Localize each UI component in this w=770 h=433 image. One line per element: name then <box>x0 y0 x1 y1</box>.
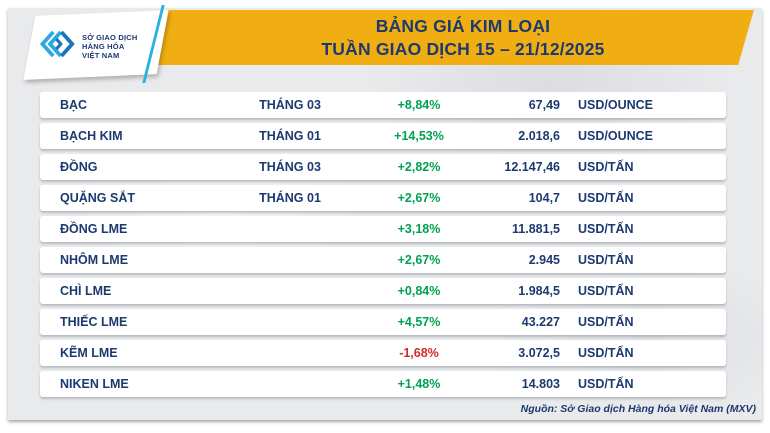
table-row: NIKEN LME +1,48% 14.803 USD/TẤN <box>40 371 726 397</box>
table-row: BẠC THÁNG 03 +8,84% 67,49 USD/OUNCE <box>40 92 726 118</box>
weekly-change: +2,67% <box>397 191 441 205</box>
weekly-change: +3,18% <box>397 222 441 236</box>
table-row: KẼM LME -1,68% 3.072,5 USD/TẤN <box>40 340 726 366</box>
weekly-change: +1,48% <box>397 377 441 391</box>
table-row: ĐỒNG LME +3,18% 11.881,5 USD/TẤN <box>40 216 726 242</box>
table-row: NHÔM LME +2,67% 2.945 USD/TẤN <box>40 247 726 273</box>
price-value: 43.227 <box>521 315 560 329</box>
price-value: 2.945 <box>528 253 560 267</box>
price-unit: USD/OUNCE <box>578 129 654 143</box>
weekly-change: -1,68% <box>399 346 439 360</box>
table-row: BẠCH KIM THÁNG 01 +14,53% 2.018,6 USD/OU… <box>40 123 726 149</box>
price-value: 1.984,5 <box>518 284 560 298</box>
source-credit: Nguồn: Sở Giao dịch Hàng hóa Việt Nam (M… <box>520 403 756 415</box>
price-unit: USD/TẤN <box>578 222 634 236</box>
metal-name: ĐỒNG LME <box>60 222 128 236</box>
mxv-logo-icon <box>38 28 76 65</box>
contract-month: THÁNG 03 <box>259 98 321 112</box>
price-value: 14.803 <box>521 377 560 391</box>
page-title-line2: TUẦN GIAO DỊCH 15 – 21/12/2025 <box>321 38 605 59</box>
price-table: BẠC THÁNG 03 +8,84% 67,49 USD/OUNCE BẠCH… <box>40 92 726 402</box>
weekly-change: +0,84% <box>397 284 441 298</box>
contract-month: THÁNG 01 <box>259 191 321 205</box>
weekly-change: +4,57% <box>397 315 441 329</box>
table-row: THIẾC LME +4,57% 43.227 USD/TẤN <box>40 309 726 335</box>
metal-name: ĐỒNG <box>60 160 98 174</box>
page-title: BẢNG GIÁ KIM LOẠI TUẦN GIAO DỊCH 15 – 21… <box>180 10 746 65</box>
org-line1: SỞ GIAO DỊCH <box>82 32 138 42</box>
org-line3: VIỆT NAM <box>82 50 120 60</box>
metal-name: THIẾC LME <box>60 315 128 329</box>
price-value: 67,49 <box>528 98 560 112</box>
price-unit: USD/TẤN <box>578 377 634 391</box>
page-title-line1: BẢNG GIÁ KIM LOẠI <box>375 15 551 36</box>
price-unit: USD/TẤN <box>578 160 634 174</box>
price-unit: USD/OUNCE <box>578 98 654 112</box>
metal-name: NIKEN LME <box>60 377 129 391</box>
metal-name: BẠCH KIM <box>60 129 123 143</box>
table-row: QUẶNG SẮT THÁNG 01 +2,67% 104,7 USD/TẤN <box>40 185 726 211</box>
price-value: 3.072,5 <box>518 346 560 360</box>
weekly-change: +8,84% <box>397 98 441 112</box>
metal-name: CHÌ LME <box>60 284 112 298</box>
weekly-change: +14,53% <box>394 129 444 143</box>
metal-name: QUẶNG SẮT <box>60 191 135 205</box>
price-unit: USD/TẤN <box>578 315 634 329</box>
price-value: 104,7 <box>528 191 560 205</box>
price-unit: USD/TẤN <box>578 346 634 360</box>
metal-name: KẼM LME <box>60 346 118 360</box>
metal-name: BẠC <box>60 98 88 112</box>
price-value: 11.881,5 <box>512 222 560 236</box>
price-value: 2.018,6 <box>518 129 560 143</box>
org-line2: HÀNG HÓA <box>82 41 125 51</box>
price-value: 12.147,46 <box>504 160 560 174</box>
weekly-change: +2,67% <box>397 253 441 267</box>
metal-name: NHÔM LME <box>60 253 129 267</box>
price-unit: USD/TẤN <box>578 253 634 267</box>
price-unit: USD/TẤN <box>578 191 634 205</box>
weekly-change: +2,82% <box>397 160 441 174</box>
mxv-org-name: SỞ GIAO DỊCH HÀNG HÓA VIỆT NAM <box>82 33 137 60</box>
mxv-logo: SỞ GIAO DỊCH HÀNG HÓA VIỆT NAM <box>38 24 156 68</box>
table-row: CHÌ LME +0,84% 1.984,5 USD/TẤN <box>40 278 726 304</box>
contract-month: THÁNG 03 <box>259 160 321 174</box>
contract-month: THÁNG 01 <box>259 129 321 143</box>
price-unit: USD/TẤN <box>578 284 634 298</box>
table-row: ĐỒNG THÁNG 03 +2,82% 12.147,46 USD/TẤN <box>40 154 726 180</box>
